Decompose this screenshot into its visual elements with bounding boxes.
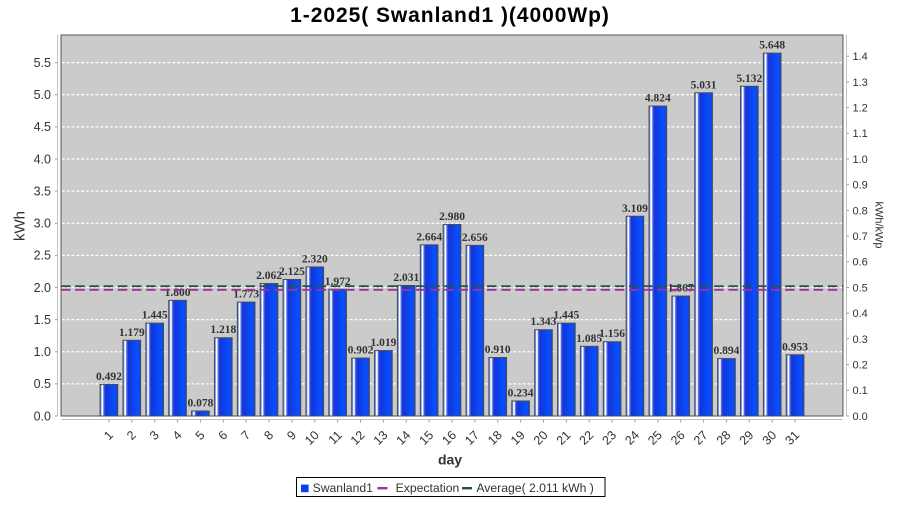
svg-text:0.5: 0.5 [34,377,51,391]
svg-text:1.867: 1.867 [668,283,694,295]
svg-text:1.2: 1.2 [853,103,868,115]
svg-text:Expectation: Expectation [396,481,460,495]
svg-text:4.0: 4.0 [34,152,51,166]
svg-text:0.9: 0.9 [853,180,868,192]
svg-text:1.445: 1.445 [553,310,579,322]
svg-text:kWh/kWp: kWh/kWp [873,201,885,248]
svg-text:0.3: 0.3 [853,334,868,346]
svg-text:2.664: 2.664 [416,231,442,243]
svg-text:3.109: 3.109 [622,203,648,215]
svg-text:Average( 2.011 kWh ): Average( 2.011 kWh ) [476,481,593,495]
svg-text:2.031: 2.031 [393,272,419,284]
svg-text:2.125: 2.125 [279,266,305,278]
svg-text:0.910: 0.910 [485,344,511,356]
svg-text:1.445: 1.445 [142,310,168,322]
svg-text:3.0: 3.0 [34,217,51,231]
svg-text:0.4: 0.4 [853,308,868,320]
svg-text:1.800: 1.800 [165,287,191,299]
svg-text:2.320: 2.320 [302,253,328,265]
svg-text:1.085: 1.085 [576,333,602,345]
svg-text:4.5: 4.5 [34,120,51,134]
svg-text:1.179: 1.179 [119,327,145,339]
svg-text:2.980: 2.980 [439,211,465,223]
svg-text:5.5: 5.5 [34,56,51,70]
svg-text:1.019: 1.019 [370,337,396,349]
svg-text:0.0: 0.0 [853,411,868,423]
svg-text:0.078: 0.078 [187,397,213,409]
svg-text:2.656: 2.656 [462,232,488,244]
svg-text:Swanland1: Swanland1 [313,481,374,495]
svg-text:1.0: 1.0 [853,154,868,166]
svg-text:1.156: 1.156 [599,328,625,340]
svg-text:5.132: 5.132 [736,73,762,85]
svg-text:1.4: 1.4 [853,51,868,63]
svg-text:0.234: 0.234 [508,387,534,399]
svg-text:5.0: 5.0 [34,88,51,102]
svg-text:0.953: 0.953 [782,341,808,353]
svg-text:1.5: 1.5 [34,313,51,327]
svg-text:1.773: 1.773 [233,289,259,301]
svg-text:1.3: 1.3 [853,77,868,89]
svg-text:1.343: 1.343 [531,316,557,328]
svg-text:0.8: 0.8 [853,205,868,217]
svg-text:day: day [438,452,462,468]
svg-text:2.0: 2.0 [34,281,51,295]
svg-text:5.031: 5.031 [691,79,717,91]
svg-text:0.7: 0.7 [853,231,868,243]
svg-text:1.1: 1.1 [853,128,868,140]
svg-text:0.894: 0.894 [714,345,740,357]
svg-text:1-2025( Swanland1 )(4000Wp): 1-2025( Swanland1 )(4000Wp) [290,4,610,27]
svg-text:0.0: 0.0 [34,409,51,423]
svg-text:5.648: 5.648 [759,40,785,52]
svg-text:2.5: 2.5 [34,249,51,263]
svg-text:1.0: 1.0 [34,345,51,359]
svg-text:1.972: 1.972 [325,276,351,288]
svg-text:0.5: 0.5 [853,282,868,294]
svg-text:0.1: 0.1 [853,385,868,397]
svg-text:1.218: 1.218 [210,324,236,336]
svg-text:0.492: 0.492 [96,371,122,383]
svg-text:0.902: 0.902 [348,345,374,357]
svg-text:0.6: 0.6 [853,257,868,269]
svg-text:0.2: 0.2 [853,360,868,372]
svg-text:kWh: kWh [11,211,28,241]
svg-text:4.824: 4.824 [645,93,671,105]
svg-text:3.5: 3.5 [34,184,51,198]
svg-text:2.062: 2.062 [256,270,282,282]
